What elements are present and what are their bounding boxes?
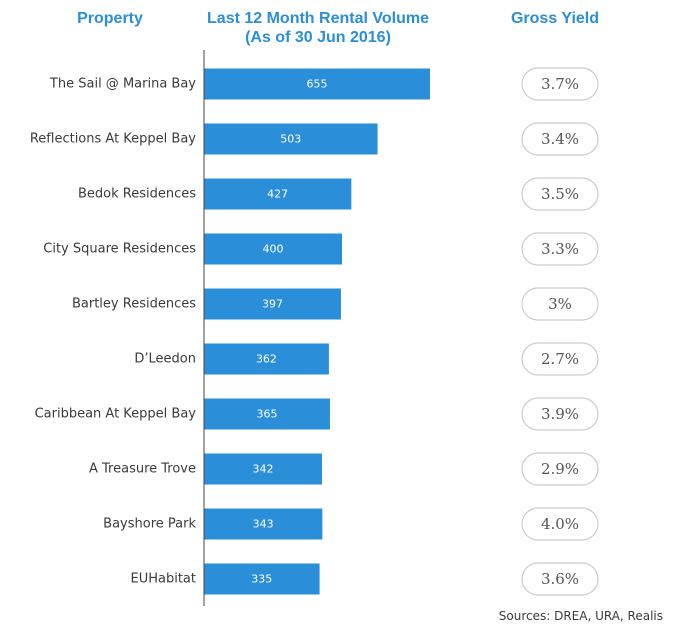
gross-yield-pill xyxy=(521,452,599,486)
bar-value-label: 342 xyxy=(253,463,274,476)
gross-yield-value: 2.9% xyxy=(541,460,579,478)
gross-yield-value: 3.4% xyxy=(541,130,579,148)
bar xyxy=(204,68,430,100)
gross-yield-pill xyxy=(521,342,599,376)
gross-yield-pill xyxy=(521,507,599,541)
gross-yield-value: 4.0% xyxy=(541,515,579,533)
bar-value-label: 365 xyxy=(256,408,277,421)
source-note: Sources: DREA, URA, Realis xyxy=(498,609,663,623)
bar-value-label: 362 xyxy=(256,353,277,366)
gross-yield-pill xyxy=(521,397,599,431)
bar-value-label: 655 xyxy=(307,78,328,91)
bar-value-label: 503 xyxy=(280,133,301,146)
gross-yield-pill xyxy=(521,177,599,211)
bar xyxy=(204,398,330,430)
gross-yield-value: 3.7% xyxy=(541,75,579,93)
gross-yield-value: 3.9% xyxy=(541,405,579,423)
bar-value-label: 335 xyxy=(251,573,272,586)
property-header: Property xyxy=(77,10,143,27)
bar-value-label: 400 xyxy=(263,243,284,256)
bar xyxy=(204,508,323,540)
property-label: Reflections At Keppel Bay xyxy=(30,132,196,147)
gross-yield-value: 3.3% xyxy=(541,240,579,258)
gross-yield-pill xyxy=(521,67,599,101)
property-label: Bartley Residences xyxy=(72,297,196,312)
bar-value-label: 343 xyxy=(253,518,274,531)
property-label: Bayshore Park xyxy=(103,517,196,532)
bar-value-label: 397 xyxy=(262,298,283,311)
gross-yield-value: 3% xyxy=(548,295,572,313)
rental-volume-header-line1: Last 12 Month Rental Volume xyxy=(207,10,429,27)
property-label: D’Leedon xyxy=(134,352,196,367)
bar xyxy=(204,288,341,320)
bar xyxy=(204,178,352,210)
gross-yield-pill xyxy=(521,287,599,321)
bar-value-label: 427 xyxy=(267,188,288,201)
gross-yield-value: 3.5% xyxy=(541,185,579,203)
rental-volume-header-line2: (As of 30 Jun 2016) xyxy=(245,29,391,46)
rental-volume-header: Last 12 Month Rental Volume (As of 30 Ju… xyxy=(190,9,446,47)
bar xyxy=(204,343,329,375)
bar xyxy=(204,563,320,595)
gross-yield-pill xyxy=(521,122,599,156)
property-label: EUHabitat xyxy=(131,572,197,587)
gross-yield-pill xyxy=(521,232,599,266)
property-label: A Treasure Trove xyxy=(89,462,196,477)
gross-yield-value: 3.6% xyxy=(541,570,579,588)
gross-yield-pill xyxy=(521,562,599,596)
gross-yield-header: Gross Yield xyxy=(510,10,600,27)
property-label: Bedok Residences xyxy=(78,187,196,202)
property-label: Caribbean At Keppel Bay xyxy=(35,407,197,422)
bar xyxy=(204,453,323,485)
bar xyxy=(204,123,378,155)
bar xyxy=(204,233,343,265)
gross-yield-value: 2.7% xyxy=(541,350,579,368)
property-label: The Sail @ Marina Bay xyxy=(49,77,196,92)
property-label: City Square Residences xyxy=(43,242,196,257)
